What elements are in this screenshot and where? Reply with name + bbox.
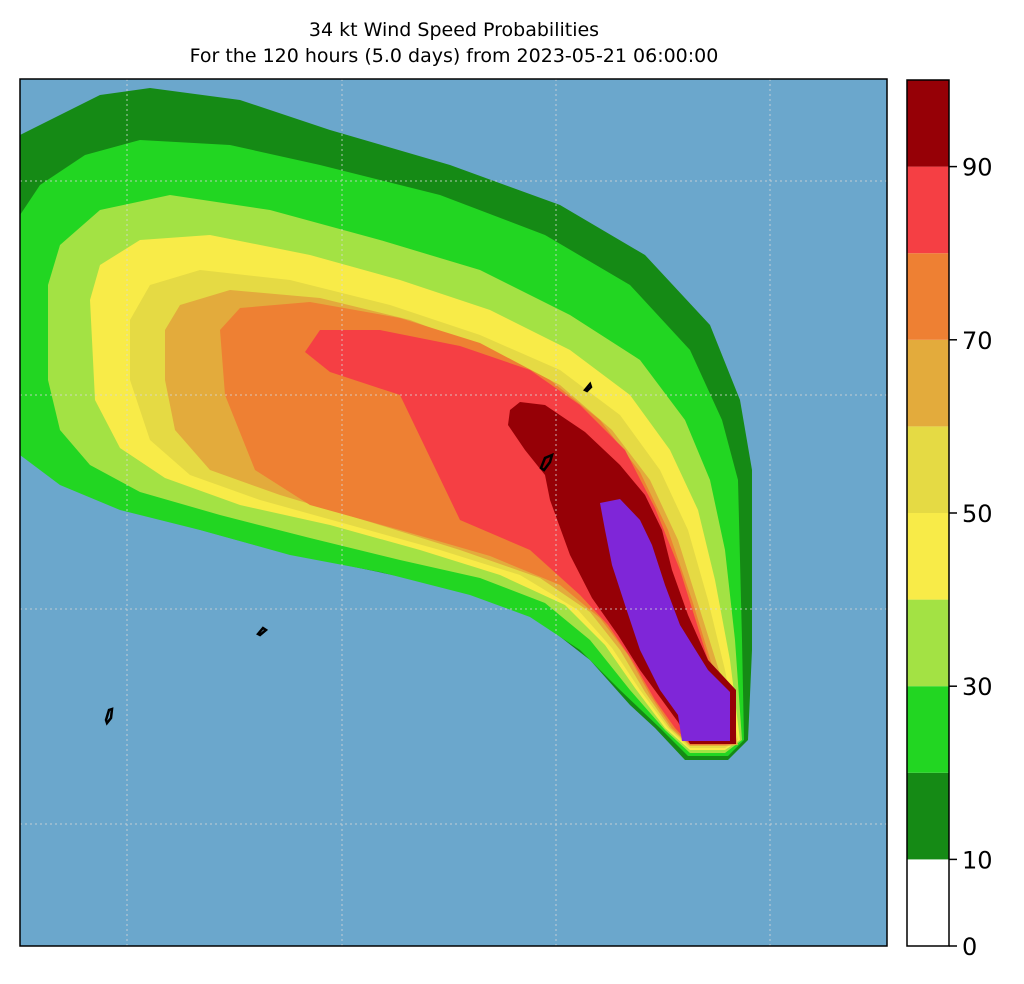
map-area (20, 79, 887, 946)
island-3 (256, 626, 269, 637)
island-1 (583, 381, 593, 393)
colorbar-segment-90-100 (907, 80, 949, 167)
colorbar-segment-30-40 (907, 599, 949, 687)
map-title: 34 kt Wind Speed Probabilities (308, 19, 600, 41)
colorbar-tick-label: 10 (962, 846, 993, 874)
map-frame (19, 78, 888, 947)
map-subtitle: For the 120 hours (5.0 days) from 2023-0… (189, 45, 719, 67)
colorbar-segment-60-70 (907, 339, 949, 427)
colorbar-tick-label: 0 (962, 933, 977, 961)
colorbar-tick-label: 90 (962, 154, 993, 182)
colorbar-tick-label: 50 (962, 500, 993, 528)
colorbar: 0 10 30 50 70 90 (906, 79, 993, 961)
colorbar-segment-0-10 (907, 859, 949, 946)
colorbar-tick-label: 70 (962, 327, 993, 355)
colorbar-segment-50-60 (907, 426, 949, 513)
colorbar-segment-10-20 (907, 772, 949, 860)
colorbar-segment-20-30 (907, 686, 949, 773)
band-90-100 (600, 499, 730, 741)
colorbar-tick-label: 30 (962, 673, 993, 701)
colorbar-segment-40-50 (907, 513, 949, 600)
coastlines (104, 381, 593, 726)
colorbar-segment-80-90 (907, 166, 949, 254)
island-4 (104, 707, 114, 726)
island-2 (539, 452, 554, 472)
colorbar-segment-70-80 (907, 253, 949, 340)
